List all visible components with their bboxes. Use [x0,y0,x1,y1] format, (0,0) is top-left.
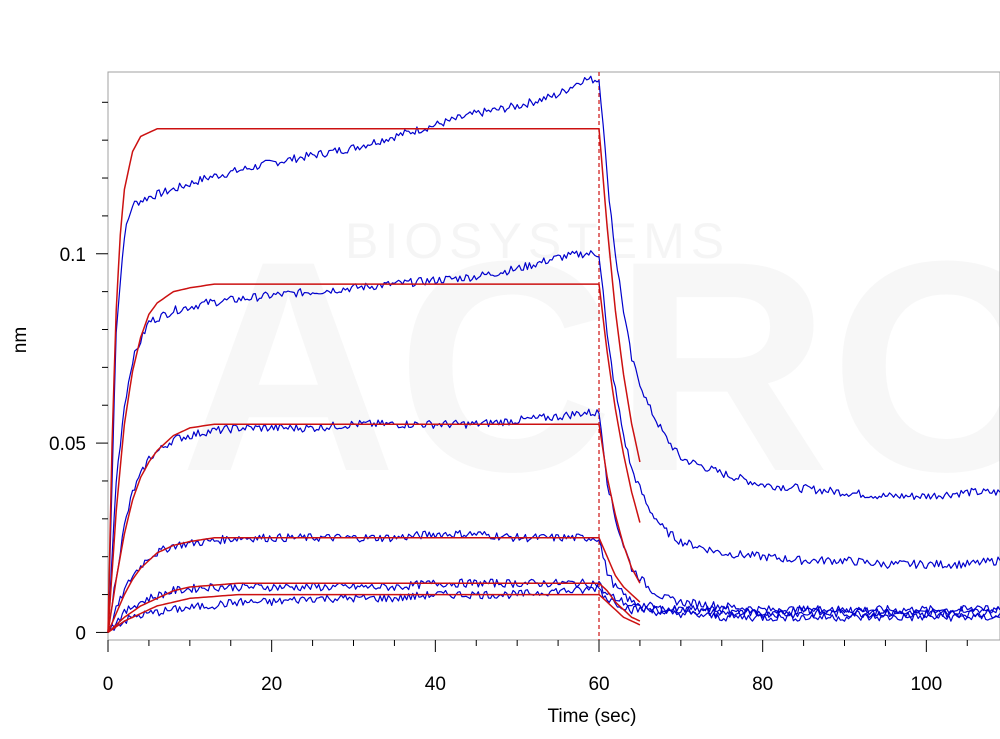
x-tick-label: 80 [752,674,773,695]
measured-series-line [107,75,1000,633]
measured-series-line [107,250,1000,633]
measured-series-line [107,578,1000,633]
x-axis: 0 20 40 60 80 100 [103,639,1000,695]
y-axis: 0 0.05 0.1 [49,72,109,644]
watermark-logo: ACRO [180,198,1000,534]
measured-series-line [107,584,1000,633]
x-tick-label: 60 [588,674,609,695]
fit-series-line [107,283,641,633]
x-tick-label: 20 [261,674,282,695]
x-axis-title: Time (sec) [547,706,636,727]
fit-series-group [107,128,641,634]
measured-series-group [107,75,1000,633]
fit-series-line [107,537,641,633]
fit-series-line [107,423,641,633]
fit-series-line [107,128,641,633]
watermark-text: BIOSYSTEMS [345,213,730,269]
watermark: ACRO BIOSYSTEMS [180,198,1000,534]
measured-series-line [107,408,1000,633]
x-tick-label: 40 [425,674,446,695]
y-axis-title: nm [10,327,31,353]
fit-series-line [107,582,641,633]
x-tick-label: 0 [103,674,114,695]
y-tick-label: 0 [75,623,86,644]
y-tick-label: 0.05 [49,434,86,455]
x-tick-label: 100 [910,674,942,695]
fit-series-line [107,593,641,634]
y-tick-label: 0.1 [60,245,86,266]
